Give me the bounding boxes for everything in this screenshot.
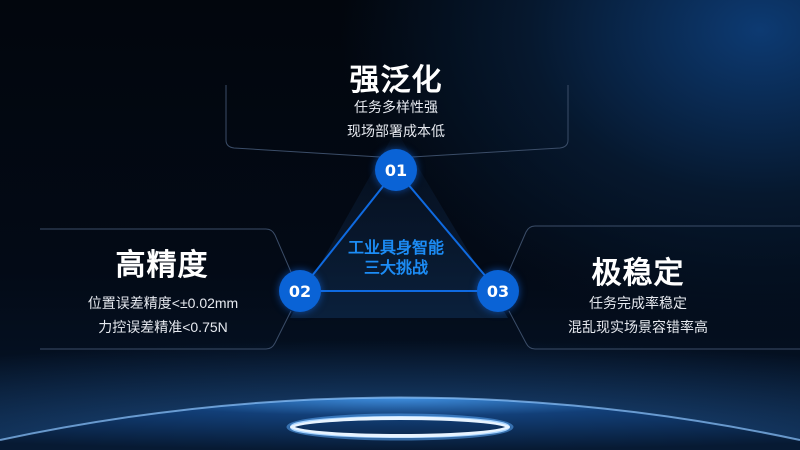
challenge-2-number-badge: 02	[279, 270, 321, 312]
panel-left-outline	[40, 228, 292, 350]
center-label-line-2: 三大挑战	[363, 258, 428, 277]
challenge-2-desc: 位置误差精度<±0.02mm 力控误差精准<0.75N	[48, 291, 278, 339]
triangle-shadow	[290, 130, 508, 318]
challenge-1-line-2: 现场部署成本低	[347, 123, 445, 139]
center-label-line-1: 工业具身智能	[347, 238, 444, 257]
challenge-3-line-2: 混乱现实场景容错率高	[568, 319, 708, 335]
challenge-3-desc: 任务完成率稳定 混乱现实场景容错率高	[528, 291, 748, 339]
glow-ring-halo	[286, 413, 514, 441]
challenge-2-line-2: 力控误差精准<0.75N	[98, 319, 228, 335]
challenge-3-number-badge: 03	[477, 270, 519, 312]
glow-ring	[290, 416, 510, 438]
panel-top-outline	[225, 85, 569, 158]
challenge-3-title: 极稳定	[591, 256, 685, 291]
challenge-1-title: 强泛化	[349, 63, 443, 98]
earth-horizon-line	[0, 396, 800, 441]
challenge-2-title: 高精度	[115, 248, 209, 283]
challenge-1-desc: 任务多样性强 现场部署成本低	[276, 95, 516, 143]
center-label: 工业具身智能 三大挑战	[330, 238, 462, 278]
earth-planet	[0, 397, 800, 450]
challenge-1-number-badge: 01	[375, 149, 417, 191]
panel-right-outline	[508, 225, 800, 350]
challenge-triangle	[297, 168, 501, 292]
challenge-3-line-1: 任务完成率稳定	[589, 295, 687, 311]
challenge-1-line-1: 任务多样性强	[354, 99, 438, 115]
challenge-2-line-1: 位置误差精度<±0.02mm	[87, 295, 239, 311]
